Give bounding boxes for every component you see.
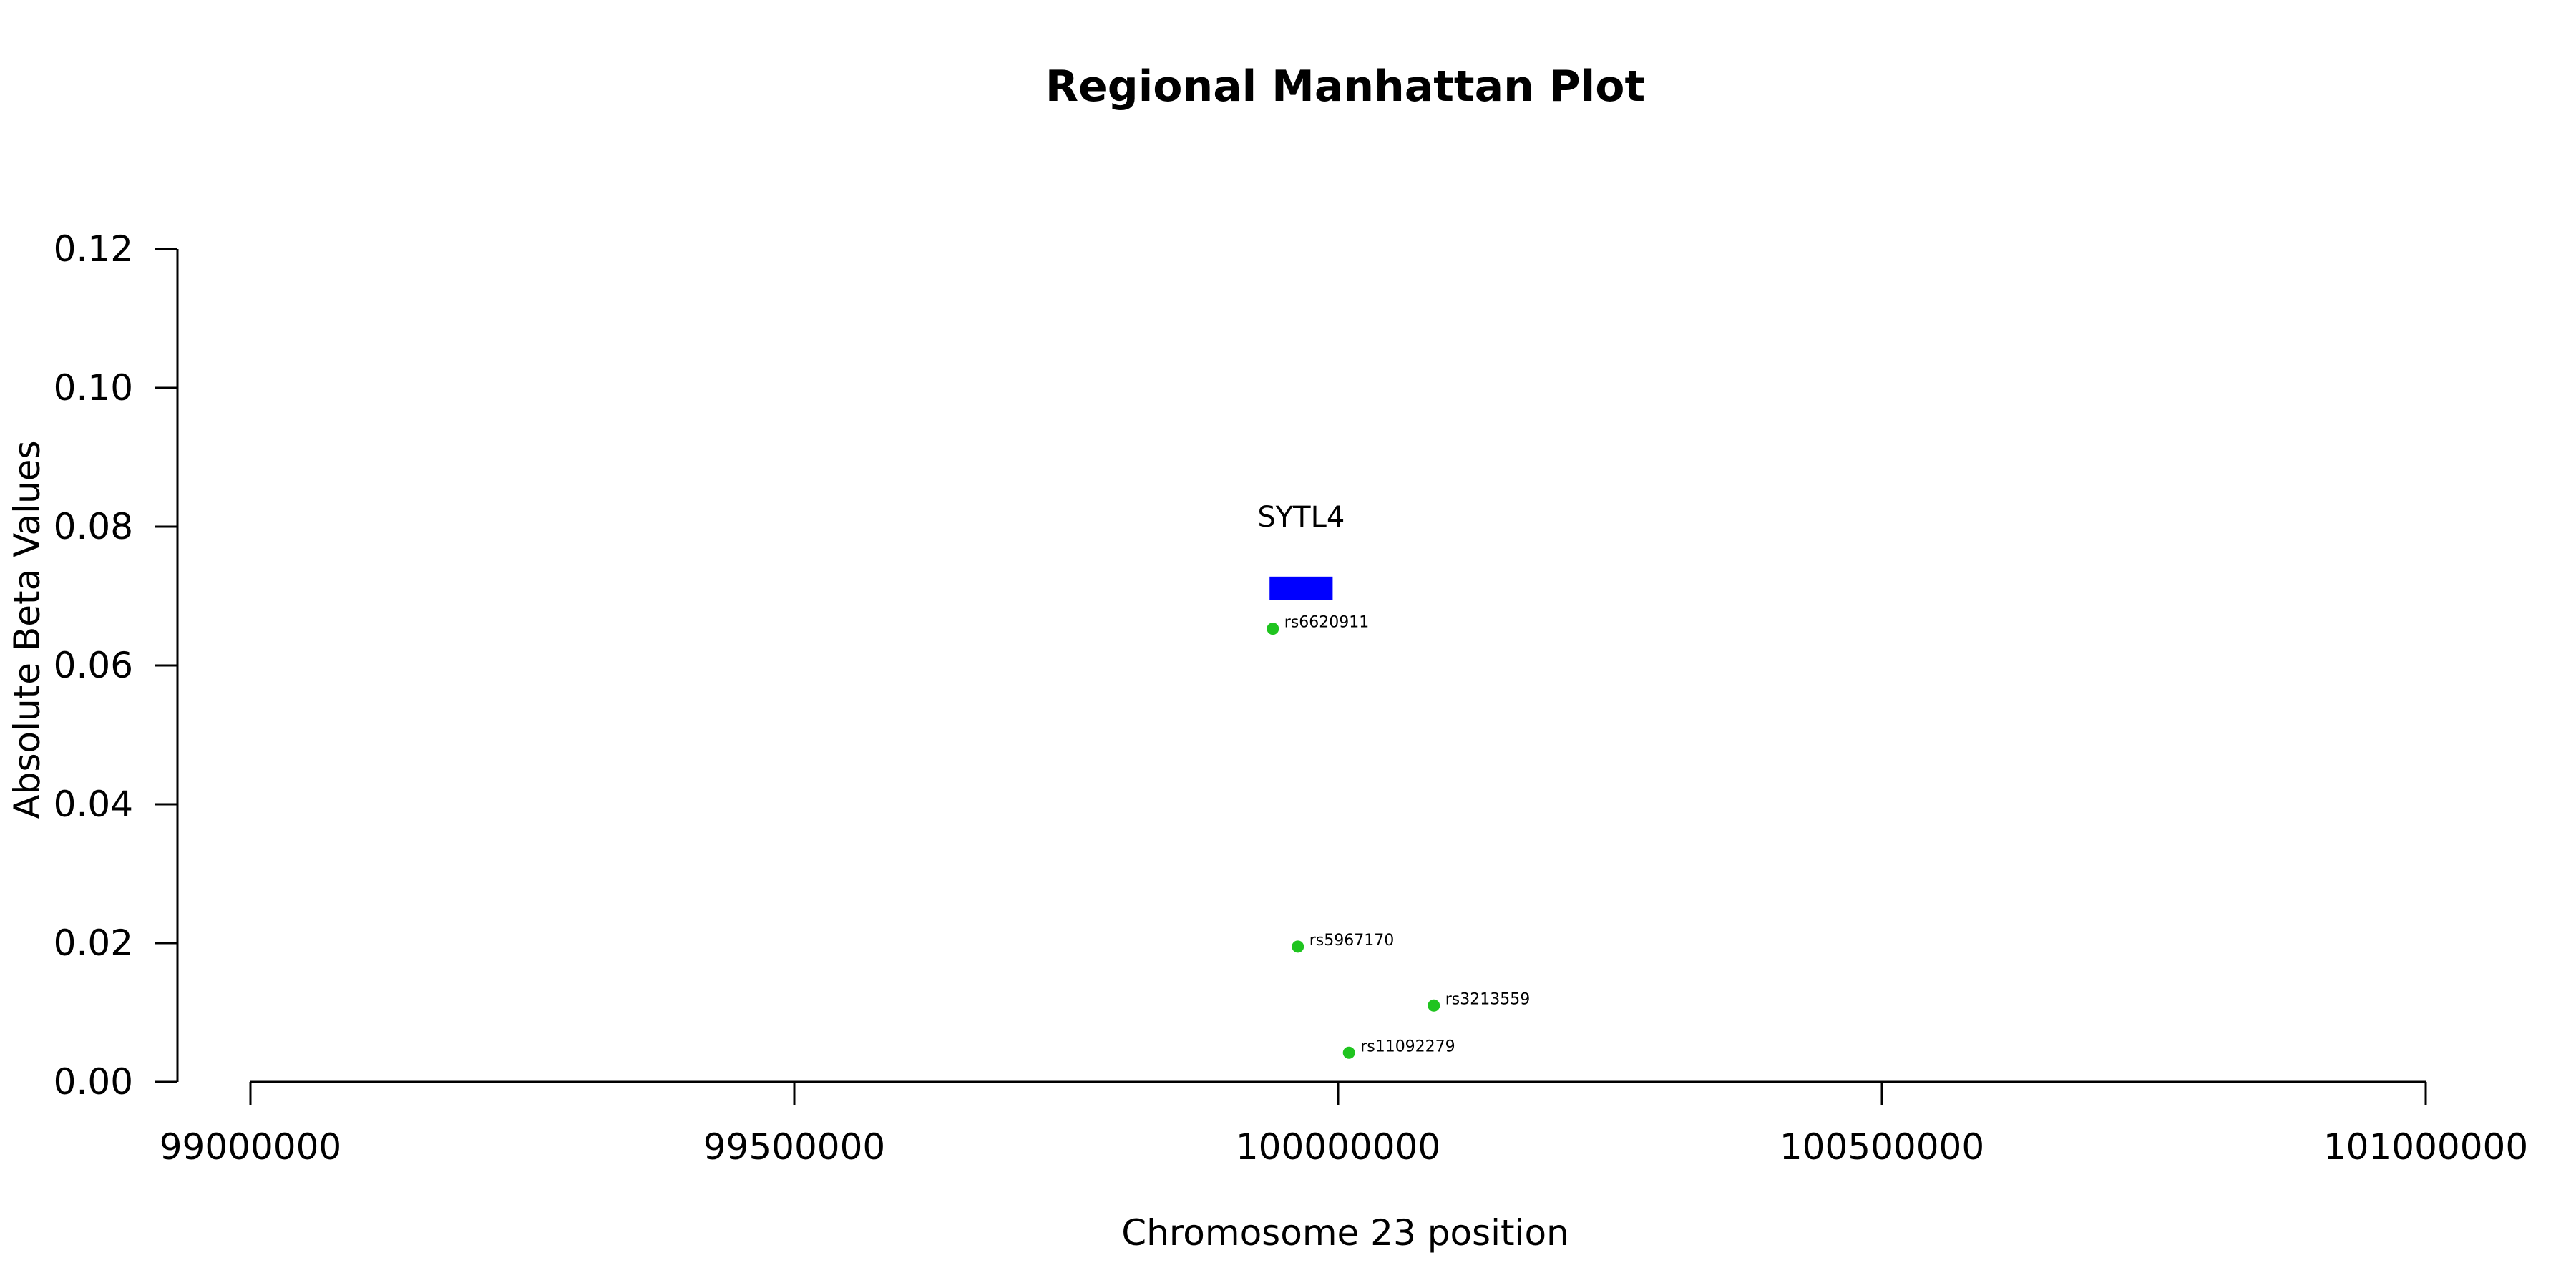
y-axis: 0.00 0.02 0.04 0.06 0.08 0.10 0.12 <box>54 228 179 1103</box>
snp-point <box>1267 623 1279 635</box>
snp-label: rs11092279 <box>1360 1038 1455 1055</box>
y-axis-label: Absolute Beta Values <box>6 441 48 819</box>
snp-label: rs6620911 <box>1284 614 1370 632</box>
x-axis-label: Chromosome 23 position <box>1121 1212 1569 1254</box>
snp-points: rs6620911 rs5967170 rs3213559 rs11092279 <box>1267 614 1530 1059</box>
y-tick-label: 0.00 <box>54 1061 133 1103</box>
x-axis: 99000000 99500000 100000000 100500000 101000… <box>160 1080 2528 1168</box>
y-tick-label: 0.08 <box>54 506 133 547</box>
y-tick-label: 0.10 <box>54 367 133 409</box>
y-tick-label: 0.04 <box>54 784 133 825</box>
snp-point <box>1342 1046 1355 1059</box>
snp-label: rs3213559 <box>1445 990 1531 1008</box>
chart-title: Regional Manhattan Plot <box>1045 62 1645 112</box>
gene-label: SYTL4 <box>1257 501 1345 534</box>
x-tick-label: 100500000 <box>1780 1126 1984 1168</box>
x-tick-label: 99000000 <box>160 1126 342 1168</box>
gene-bar-sytl4 <box>1269 576 1333 600</box>
snp-point <box>1292 940 1304 953</box>
x-tick-label: 101000000 <box>2323 1126 2528 1168</box>
y-tick-label: 0.12 <box>54 228 133 270</box>
snp-point <box>1428 999 1440 1012</box>
x-tick-label: 99500000 <box>703 1126 886 1168</box>
snp-label: rs5967170 <box>1309 932 1395 950</box>
x-tick-label: 100000000 <box>1236 1126 1440 1168</box>
y-tick-label: 0.02 <box>54 922 133 964</box>
gene-track: SYTL4 <box>1257 501 1345 600</box>
y-tick-label: 0.06 <box>54 645 133 686</box>
